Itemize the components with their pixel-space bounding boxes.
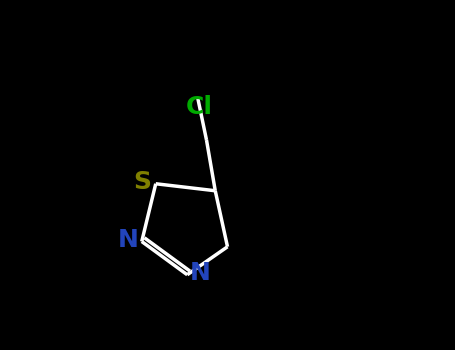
- Text: Cl: Cl: [186, 95, 213, 119]
- Text: N: N: [190, 261, 211, 285]
- Text: S: S: [133, 170, 152, 194]
- Text: N: N: [118, 228, 139, 252]
